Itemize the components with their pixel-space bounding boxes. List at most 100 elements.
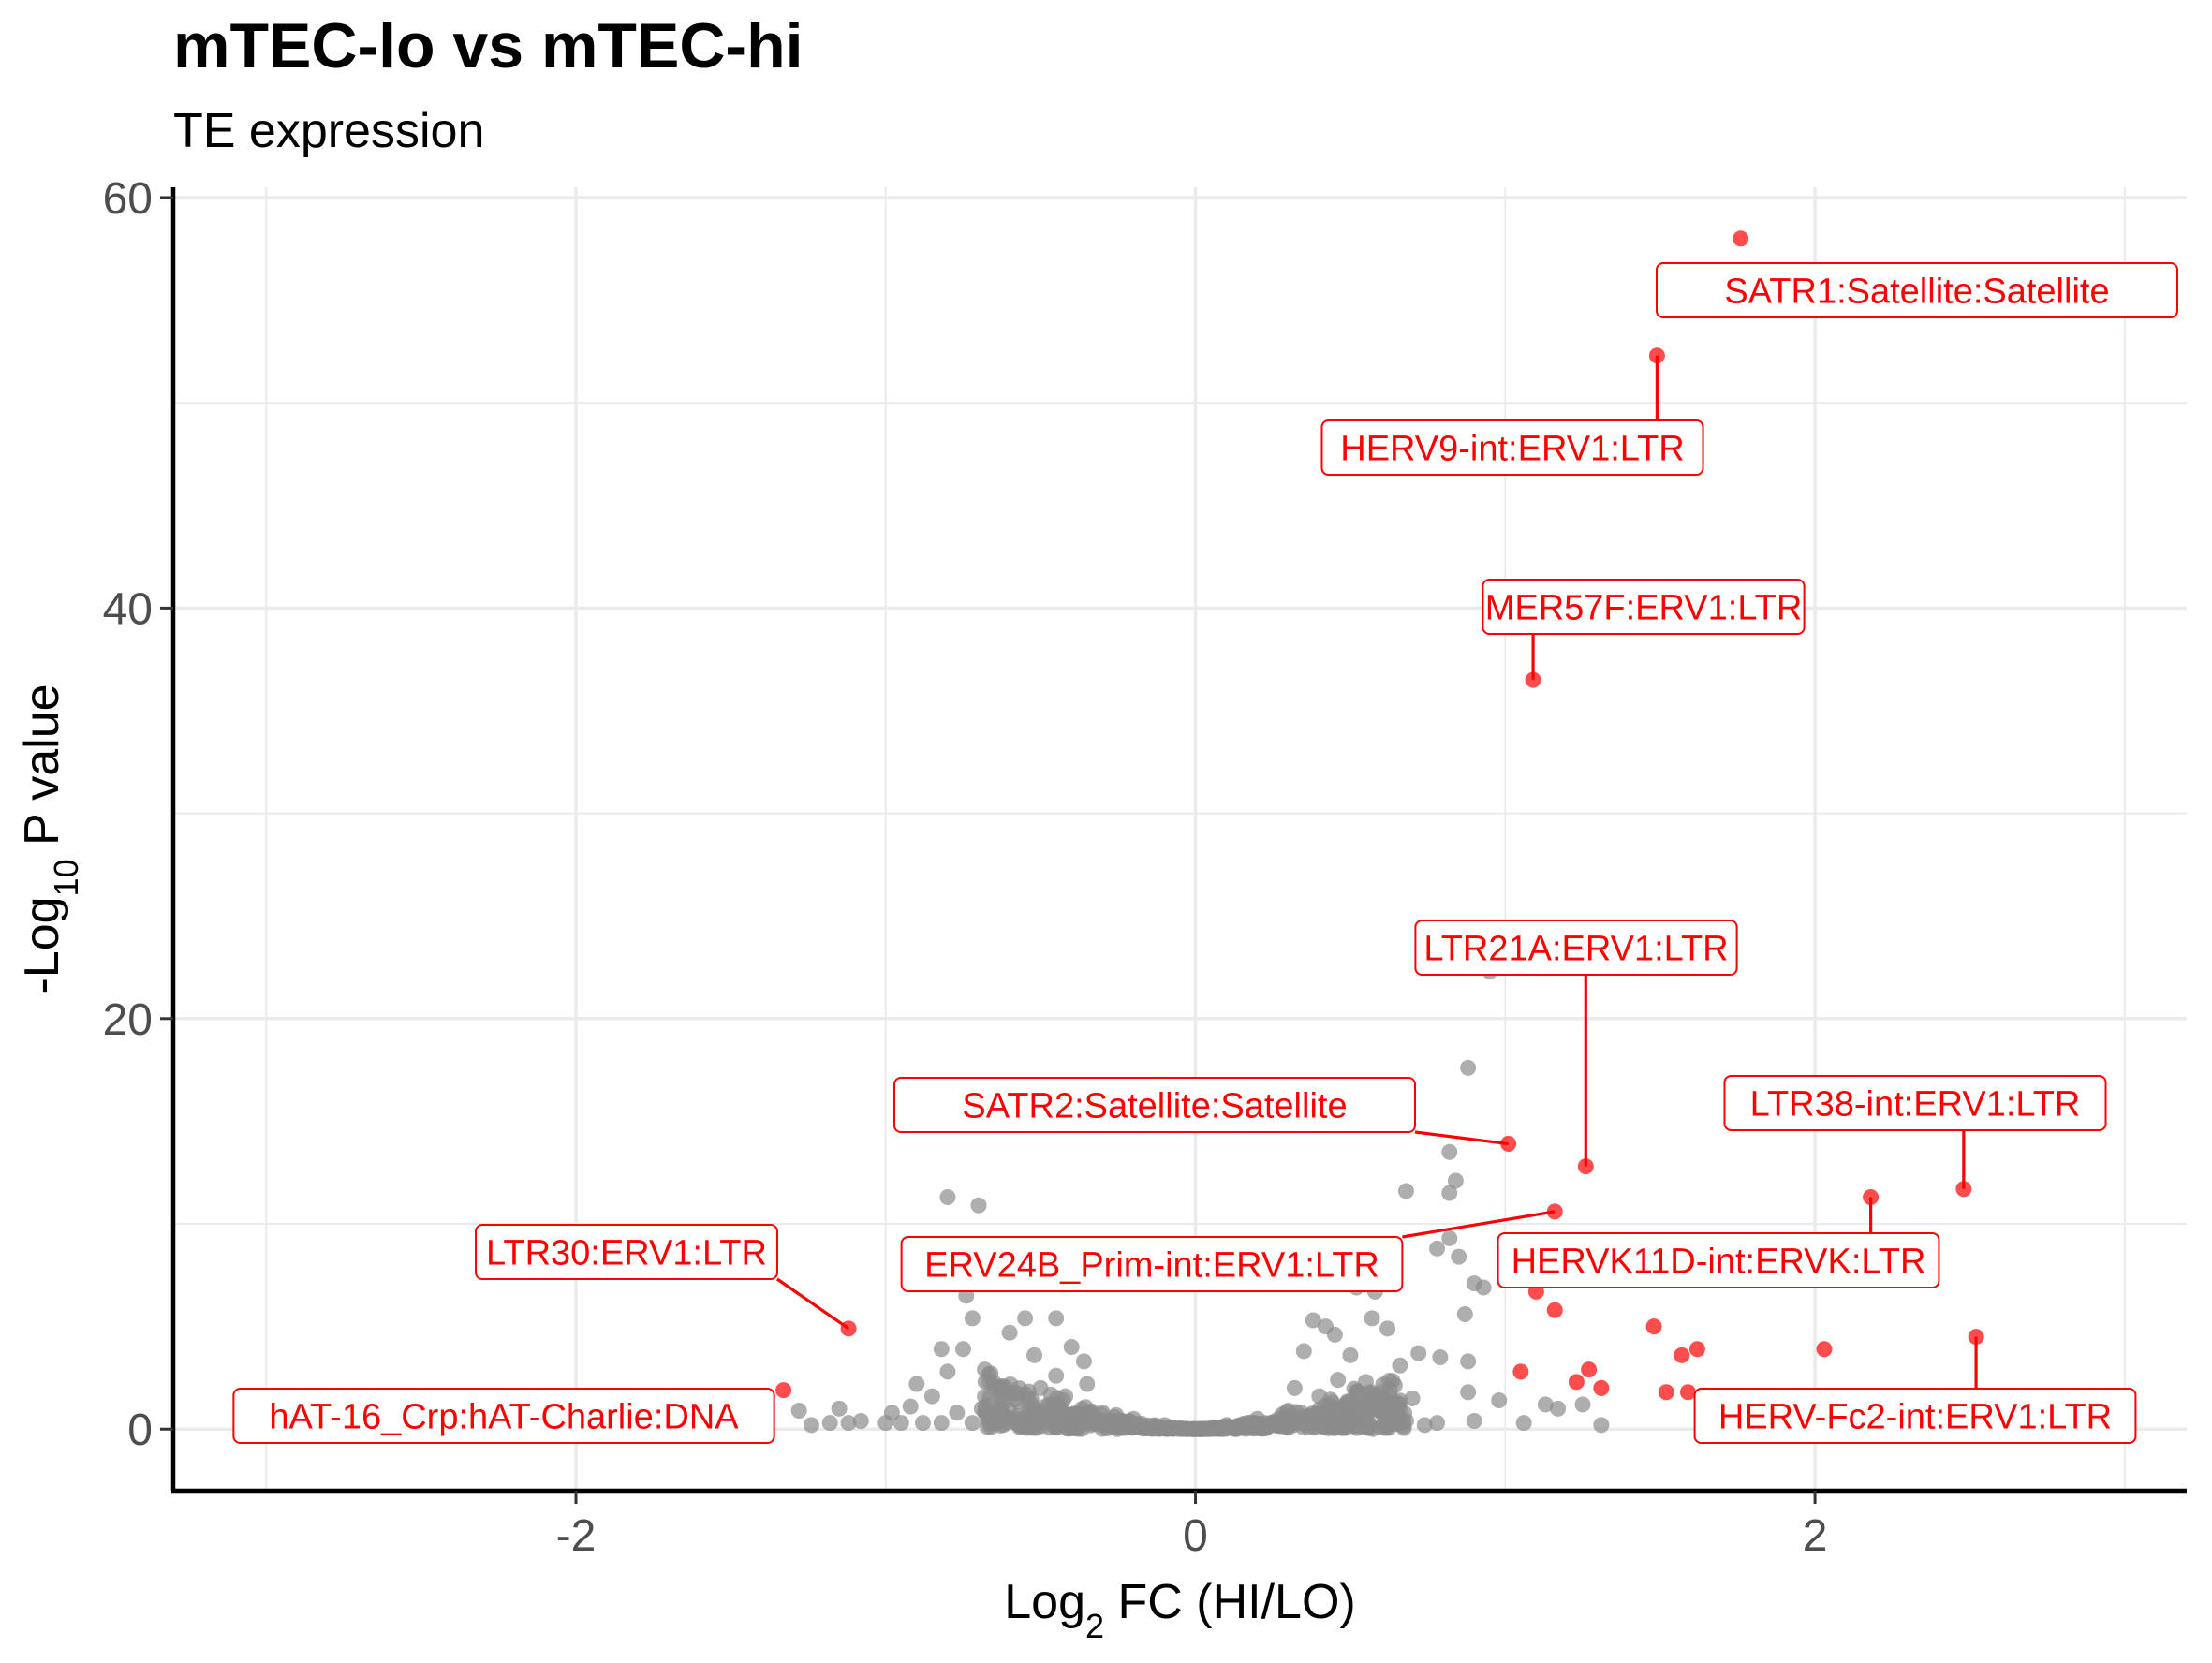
point-nonsignificant — [1065, 1405, 1082, 1422]
point-significant — [1512, 1363, 1529, 1380]
point-nonsignificant — [949, 1405, 966, 1421]
point-significant — [1679, 1384, 1696, 1401]
point-nonsignificant — [1392, 1357, 1408, 1374]
chart-title: mTEC-lo vs mTEC-hi — [173, 10, 804, 81]
point-label: hAT-16_Crp:hAT-Charlie:DNA — [269, 1397, 739, 1436]
y-tick-label: 20 — [103, 995, 153, 1045]
point-nonsignificant — [831, 1400, 848, 1417]
point-significant — [1568, 1374, 1585, 1391]
point-nonsignificant — [973, 1400, 990, 1417]
point-nonsignificant — [840, 1415, 857, 1432]
point-label: HERV9-int:ERV1:LTR — [1340, 429, 1684, 468]
point-nonsignificant — [1574, 1396, 1591, 1413]
point-label-box — [1723, 1075, 2107, 1131]
point-nonsignificant — [1441, 1229, 1458, 1246]
point-nonsignificant — [1359, 1392, 1376, 1409]
point-nonsignificant — [939, 1363, 956, 1380]
point-label-box — [1656, 262, 2178, 318]
point-nonsignificant — [1295, 1343, 1312, 1360]
point-nonsignificant — [1204, 1420, 1221, 1436]
point-nonsignificant — [1048, 1367, 1065, 1384]
label-leader-lines — [776, 355, 1978, 1389]
point-nonsignificant — [883, 1405, 900, 1421]
point-nonsignificant — [939, 1189, 956, 1206]
point-label: HERV-Fc2-int:ERV1:LTR — [1718, 1397, 2112, 1436]
point-label-box — [1497, 1232, 1940, 1288]
point-nonsignificant — [1466, 1412, 1482, 1429]
point-labels: SATR1:Satellite:Satellite HERV9-int:ERV1:… — [232, 262, 2178, 1444]
point-nonsignificant — [1441, 1185, 1458, 1201]
point-nonsignificant — [1330, 1372, 1347, 1389]
point-nonsignificant — [803, 1417, 819, 1434]
x-tick-label: 2 — [1803, 1511, 1828, 1561]
point-nonsignificant — [1373, 1384, 1390, 1401]
point-significant — [1581, 1361, 1598, 1378]
point-nonsignificant — [914, 1415, 931, 1432]
point-nonsignificant — [892, 1415, 909, 1432]
point-nonsignificant — [1311, 1388, 1328, 1405]
point-nonsignificant — [1286, 1379, 1303, 1396]
point-nonsignificant — [1416, 1417, 1433, 1434]
point-nonsignificant — [1447, 1172, 1464, 1189]
point-label: HERVK11D-int:ERVK:LTR — [1512, 1242, 1926, 1281]
point-label-box — [1482, 579, 1806, 635]
point-label: LTR30:ERV1:LTR — [486, 1233, 767, 1273]
point-nonsignificant — [1174, 1420, 1191, 1437]
point-nonsignificant — [1001, 1324, 1018, 1341]
point-nonsignificant — [1053, 1400, 1069, 1417]
point-nonsignificant — [1460, 1059, 1477, 1076]
point-label-box — [475, 1224, 778, 1280]
point-nonsignificant — [964, 1415, 981, 1432]
point-nonsignificant — [1326, 1326, 1343, 1343]
point-nonsignificant — [1026, 1347, 1043, 1363]
point-significant — [1593, 1379, 1610, 1396]
point-nonsignificant — [1380, 1373, 1397, 1390]
grid-lines — [173, 187, 2187, 1491]
label-leader-line — [1414, 1130, 1509, 1146]
point-nonsignificant — [1218, 1417, 1235, 1434]
point-nonsignificant — [1048, 1310, 1065, 1327]
point-nonsignificant — [1451, 1248, 1467, 1265]
chart-subtitle: TE expression — [173, 104, 485, 158]
point-nonsignificant — [1357, 1417, 1374, 1434]
point-nonsignificant — [902, 1398, 919, 1415]
point-nonsignificant — [1410, 1345, 1427, 1361]
point-nonsignificant — [1079, 1376, 1096, 1392]
point-nonsignificant — [1093, 1417, 1110, 1434]
point-nonsignificant — [1075, 1353, 1092, 1370]
point-nonsignificant — [1432, 1349, 1449, 1366]
point-nonsignificant — [1404, 1390, 1421, 1406]
point-nonsignificant — [1515, 1415, 1532, 1432]
data-points — [775, 230, 1984, 1437]
point-nonsignificant — [1305, 1312, 1321, 1329]
point-nonsignificant — [1429, 1415, 1446, 1432]
point-nonsignificant — [994, 1377, 1010, 1394]
point-nonsignificant — [1429, 1240, 1446, 1257]
point-nonsignificant — [852, 1412, 869, 1429]
x-tick-label: -2 — [556, 1511, 597, 1561]
point-nonsignificant — [977, 1361, 994, 1378]
point-nonsignificant — [908, 1376, 925, 1392]
point-nonsignificant — [821, 1415, 838, 1432]
point-nonsignificant — [1456, 1305, 1473, 1322]
point-label-box — [1693, 1388, 2137, 1444]
point-nonsignificant — [1008, 1415, 1025, 1432]
point-nonsignificant — [1593, 1417, 1610, 1434]
point-nonsignificant — [1342, 1347, 1359, 1363]
point-nonsignificant — [1156, 1417, 1172, 1434]
x-axis-title: Log2 FC (HI/LO) — [1004, 1575, 1355, 1645]
point-nonsignificant — [954, 1341, 971, 1358]
point-label: SATR1:Satellite:Satellite — [1724, 272, 2109, 311]
point-nonsignificant — [1550, 1400, 1567, 1417]
point-nonsignificant — [1460, 1353, 1477, 1370]
point-nonsignificant — [1094, 1405, 1111, 1421]
point-label-box — [900, 1236, 1404, 1292]
y-tick-label: 40 — [103, 584, 153, 634]
point-nonsignificant — [1330, 1403, 1347, 1420]
y-axis-title: -Log10 P value — [15, 684, 85, 993]
point-nonsignificant — [790, 1403, 807, 1420]
point-label-box — [1414, 920, 1738, 976]
